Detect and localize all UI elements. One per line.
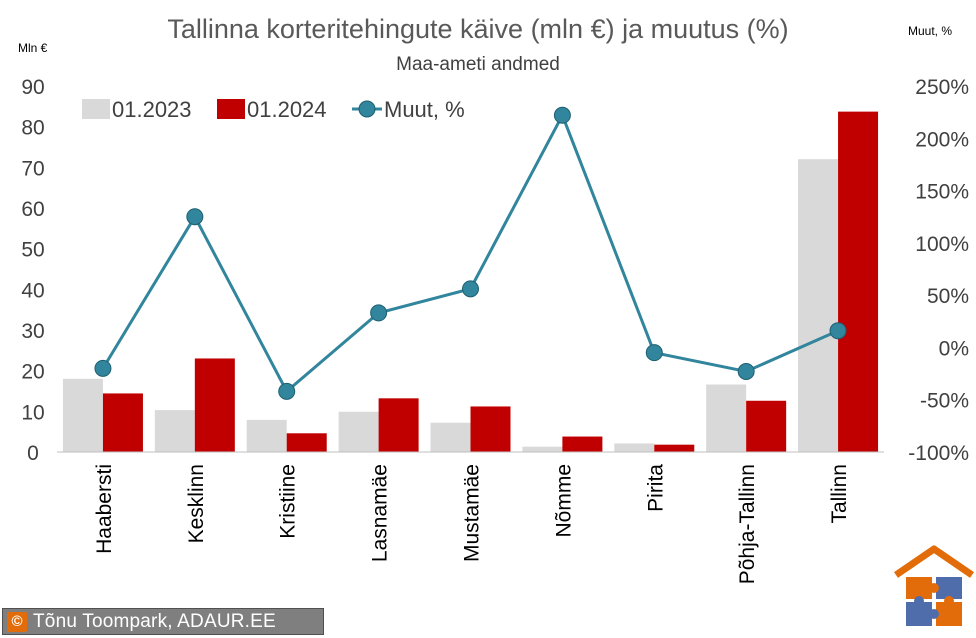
credit-text: Tõnu Toompark, ADAUR.EE <box>33 610 276 632</box>
chart-subtitle: Maa-ameti andmed <box>396 54 560 75</box>
legend-swatch-2023 <box>82 99 110 119</box>
change-point <box>553 106 571 124</box>
bar-2023 <box>246 419 287 452</box>
category-label: Põhja-Tallinn <box>736 464 759 584</box>
category-label: Nõmme <box>552 464 575 538</box>
change-point <box>737 362 755 380</box>
bar-2023 <box>614 443 655 452</box>
left-tick-label: 10 <box>21 401 44 424</box>
bar-2023 <box>798 159 839 452</box>
left-tick-label: 30 <box>21 320 44 343</box>
change-point <box>829 322 847 340</box>
left-tick-label: 60 <box>21 198 44 221</box>
bar-2024 <box>286 433 327 452</box>
right-tick-label: 200% <box>915 128 969 151</box>
bar-2023 <box>154 410 195 452</box>
bar-2023 <box>430 422 471 452</box>
change-point <box>186 208 204 226</box>
left-tick-label: 50 <box>21 239 44 262</box>
left-tick-label: 90 <box>21 76 44 99</box>
legend: 01.2023 01.2024 Muut, % <box>82 97 465 122</box>
legend-label-2024: 01.2024 <box>247 97 327 122</box>
left-axis-unit: Mln € <box>18 41 48 55</box>
legend-swatch-2024 <box>217 99 245 119</box>
left-tick-label: 40 <box>21 279 44 302</box>
bar-2024 <box>470 406 511 452</box>
credit-badge: © Tõnu Toompark, ADAUR.EE <box>2 608 324 635</box>
bar-2023 <box>338 411 379 452</box>
change-point <box>462 280 479 298</box>
bar-2024 <box>838 111 879 453</box>
left-tick-label: 70 <box>21 157 44 180</box>
house-puzzle-logo-icon <box>894 545 974 626</box>
bar-2024 <box>654 444 695 452</box>
bar-2024 <box>746 400 787 452</box>
left-tick-label: 0 <box>27 442 39 465</box>
change-point <box>645 344 663 362</box>
category-label: Kesklinn <box>185 464 208 543</box>
right-tick-label: -100% <box>908 442 969 465</box>
right-tick-label: 100% <box>915 233 969 256</box>
right-axis-unit: Muut, % <box>908 24 952 38</box>
category-label: Tallinn <box>828 464 851 524</box>
category-label: Kristiine <box>277 464 300 539</box>
left-tick-label: 20 <box>21 361 44 384</box>
right-tick-label: -50% <box>920 390 969 413</box>
right-axis-ticks: -100% -50% 0% 50% 100% 150% 200% 250% <box>908 76 969 465</box>
bar-2023 <box>522 446 563 452</box>
change-point <box>370 304 388 322</box>
left-axis-ticks: 0 10 20 30 40 50 60 70 80 90 <box>21 76 44 465</box>
chart-title: Tallinna korteritehingute käive (mln €) … <box>167 14 788 44</box>
legend-label-change: Muut, % <box>384 97 465 122</box>
bar-2024 <box>194 358 235 452</box>
right-tick-label: 250% <box>915 76 969 99</box>
change-line <box>101 111 839 394</box>
bar-2023 <box>706 384 747 452</box>
copyright-icon: © <box>7 611 27 632</box>
right-tick-label: 0% <box>939 337 969 360</box>
right-tick-label: 50% <box>927 285 969 308</box>
change-line-series <box>94 106 847 400</box>
category-label: Mustamäe <box>461 464 484 562</box>
right-tick-label: 150% <box>915 181 969 204</box>
category-label: Pirita <box>644 464 667 512</box>
legend-label-2023: 01.2023 <box>112 97 192 122</box>
category-labels: Haabersti Kesklinn Kristiine Lasnamäe Mustam… <box>93 464 851 585</box>
category-label: Lasnamäe <box>369 464 392 562</box>
bars <box>62 111 879 453</box>
legend-marker-change <box>358 100 376 118</box>
bar-2024 <box>562 436 603 452</box>
bar-2023 <box>62 378 103 452</box>
change-point <box>278 382 296 400</box>
change-point <box>94 359 112 377</box>
bar-2024 <box>102 393 143 452</box>
bar-2024 <box>378 398 419 452</box>
category-label: Haabersti <box>93 464 116 554</box>
left-tick-label: 80 <box>21 117 44 140</box>
